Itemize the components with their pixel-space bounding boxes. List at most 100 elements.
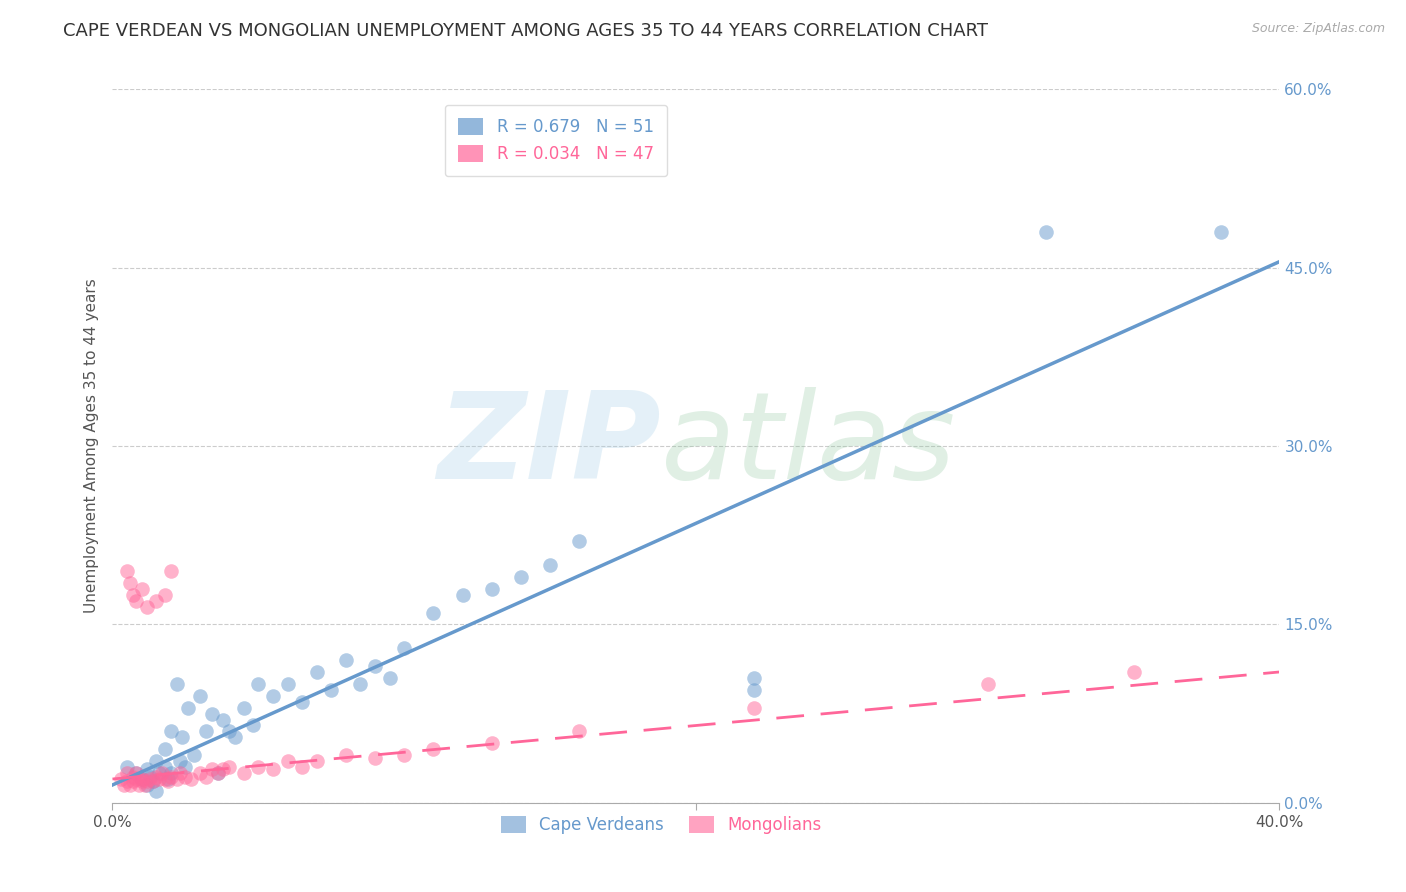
Point bbox=[169, 754, 191, 768]
Point bbox=[122, 588, 145, 602]
Point bbox=[1122, 665, 1144, 679]
Point bbox=[160, 770, 183, 784]
Point bbox=[201, 706, 224, 721]
Point bbox=[160, 564, 183, 578]
Point bbox=[1209, 225, 1232, 239]
Point bbox=[160, 724, 183, 739]
Point bbox=[118, 778, 141, 792]
Text: CAPE VERDEAN VS MONGOLIAN UNEMPLOYMENT AMONG AGES 35 TO 44 YEARS CORRELATION CHA: CAPE VERDEAN VS MONGOLIAN UNEMPLOYMENT A… bbox=[63, 22, 988, 40]
Point bbox=[115, 564, 138, 578]
Point bbox=[394, 748, 416, 763]
Point bbox=[742, 682, 765, 697]
Point bbox=[568, 534, 591, 549]
Legend: Cape Verdeans, Mongolians: Cape Verdeans, Mongolians bbox=[494, 809, 828, 841]
Point bbox=[145, 784, 167, 798]
Point bbox=[160, 766, 183, 780]
Point bbox=[481, 582, 503, 596]
Point bbox=[118, 575, 141, 590]
Point bbox=[218, 724, 240, 739]
Point bbox=[131, 772, 153, 786]
Point bbox=[976, 677, 998, 691]
Point bbox=[212, 763, 235, 777]
Point bbox=[177, 700, 200, 714]
Point bbox=[110, 772, 132, 786]
Point bbox=[394, 641, 416, 656]
Point bbox=[128, 778, 150, 792]
Point bbox=[247, 677, 270, 691]
Point bbox=[194, 770, 217, 784]
Point bbox=[139, 770, 162, 784]
Point bbox=[247, 760, 270, 774]
Point bbox=[125, 772, 148, 786]
Point bbox=[148, 766, 170, 780]
Text: ZIP: ZIP bbox=[437, 387, 661, 505]
Point bbox=[169, 766, 191, 780]
Point bbox=[224, 731, 246, 745]
Point bbox=[139, 772, 162, 786]
Point bbox=[188, 766, 211, 780]
Point bbox=[481, 736, 503, 750]
Point bbox=[568, 724, 591, 739]
Point bbox=[125, 766, 148, 780]
Point bbox=[136, 763, 159, 777]
Point bbox=[142, 774, 165, 789]
Point bbox=[218, 760, 240, 774]
Point bbox=[150, 766, 173, 780]
Text: Source: ZipAtlas.com: Source: ZipAtlas.com bbox=[1251, 22, 1385, 36]
Point bbox=[242, 718, 264, 732]
Point bbox=[335, 653, 357, 667]
Point bbox=[207, 766, 229, 780]
Point bbox=[148, 772, 170, 786]
Point bbox=[276, 677, 298, 691]
Point bbox=[115, 774, 138, 789]
Point bbox=[201, 763, 224, 777]
Point bbox=[291, 760, 314, 774]
Point bbox=[112, 778, 135, 792]
Point bbox=[156, 772, 179, 786]
Point bbox=[180, 772, 202, 786]
Point bbox=[125, 766, 148, 780]
Point bbox=[422, 606, 444, 620]
Point bbox=[378, 671, 401, 685]
Point bbox=[115, 760, 138, 774]
Point bbox=[122, 770, 145, 784]
Point bbox=[335, 748, 357, 763]
Point bbox=[122, 774, 145, 789]
Point bbox=[305, 665, 328, 679]
Point bbox=[166, 772, 188, 786]
Point bbox=[136, 774, 159, 789]
Point bbox=[156, 774, 179, 789]
Point bbox=[262, 763, 284, 777]
Point bbox=[166, 677, 188, 691]
Point bbox=[232, 700, 254, 714]
Point bbox=[131, 582, 153, 596]
Point bbox=[153, 742, 176, 756]
Point bbox=[134, 778, 156, 792]
Point bbox=[742, 700, 765, 714]
Point bbox=[153, 760, 176, 774]
Point bbox=[364, 659, 387, 673]
Point bbox=[174, 770, 197, 784]
Point bbox=[172, 731, 194, 745]
Point bbox=[742, 671, 765, 685]
Point bbox=[262, 689, 284, 703]
Point bbox=[136, 599, 159, 614]
Point bbox=[207, 766, 229, 780]
Point bbox=[125, 593, 148, 607]
Point bbox=[291, 695, 314, 709]
Point bbox=[145, 754, 167, 768]
Point bbox=[131, 772, 153, 786]
Point bbox=[349, 677, 371, 691]
Point bbox=[232, 766, 254, 780]
Point bbox=[1035, 225, 1057, 239]
Point bbox=[451, 588, 474, 602]
Point bbox=[422, 742, 444, 756]
Point bbox=[212, 713, 235, 727]
Text: atlas: atlas bbox=[661, 387, 956, 505]
Point bbox=[136, 778, 159, 792]
Point bbox=[142, 774, 165, 789]
Point bbox=[131, 774, 153, 789]
Point bbox=[153, 588, 176, 602]
Y-axis label: Unemployment Among Ages 35 to 44 years: Unemployment Among Ages 35 to 44 years bbox=[83, 278, 98, 614]
Point bbox=[115, 766, 138, 780]
